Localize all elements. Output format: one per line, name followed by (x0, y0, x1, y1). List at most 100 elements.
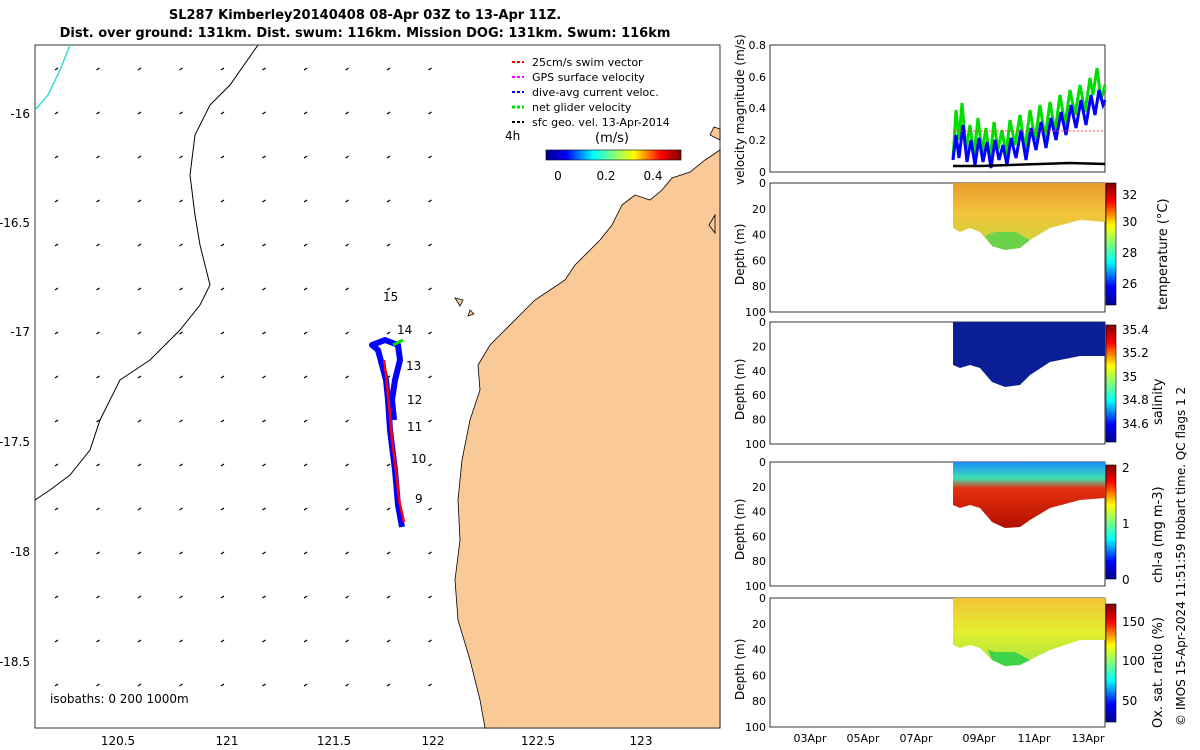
velocity-arrow (262, 155, 266, 159)
velocity-arrow (386, 243, 391, 247)
lon-tick: 122 (422, 734, 445, 748)
velocity-arrow (303, 419, 308, 423)
isobath-cyan (34, 44, 71, 111)
velocity-arrow (262, 639, 266, 643)
velocity-arrow (386, 507, 391, 511)
temp-cb-tick: 28 (1122, 246, 1137, 260)
ox-cb-tick: 50 (1122, 694, 1137, 708)
depth-tick: 80 (752, 414, 766, 427)
colorbar-time-label: 4h (505, 129, 520, 143)
velocity-arrow (303, 67, 308, 71)
depth-tick: 100 (745, 721, 766, 734)
velocity-panel-frame (769, 44, 1106, 173)
velocity-arrow (96, 507, 100, 511)
depth-tick: 20 (752, 618, 766, 631)
velocity-arrow (345, 67, 349, 71)
velocity-arrow (428, 419, 432, 423)
day-label: 9 (415, 492, 423, 506)
depth-tick: 60 (752, 530, 766, 543)
velocity-arrow (96, 375, 100, 379)
velocity-arrow (137, 243, 142, 247)
oxygen-colorbar (1105, 603, 1117, 723)
velocity-arrow (386, 199, 391, 203)
velocity-arrow (386, 551, 391, 555)
depth-tick: 40 (752, 229, 766, 242)
lat-tick: -17 (10, 325, 30, 339)
lat-tick: -17.5 (0, 435, 30, 449)
velocity-arrow (262, 463, 266, 467)
velocity-arrow (428, 199, 432, 203)
chla-cb-tick: 1 (1122, 517, 1130, 531)
velocity-arrow (179, 375, 183, 379)
chla-ylabel: Depth (m) (733, 499, 747, 560)
velocity-arrow (137, 551, 142, 555)
sal-cb-tick: 35.2 (1122, 346, 1149, 360)
net-velocity-green (392, 338, 404, 347)
sal-cb-tick: 35 (1122, 370, 1137, 384)
ox-cb-tick: 100 (1122, 654, 1145, 668)
time-tick: 09Apr (962, 732, 996, 745)
depth-tick: 0 (759, 456, 766, 469)
velocity-arrow (262, 375, 266, 379)
velocity-arrow (96, 463, 100, 467)
velocity-arrow (386, 287, 391, 291)
lon-tick: 123 (630, 734, 653, 748)
velocity-arrow (54, 243, 59, 247)
velocity-arrow (386, 463, 391, 467)
depth-tick: 100 (745, 580, 766, 593)
depth-tick: 100 (745, 438, 766, 451)
day-label: 14 (397, 323, 412, 337)
velocity-arrow (428, 507, 432, 511)
velocity-arrow (54, 507, 59, 511)
day-label: 13 (406, 359, 421, 373)
velocity-arrow (345, 507, 349, 511)
velocity-arrow (428, 243, 432, 247)
velocity-arrow (386, 683, 391, 687)
chla-field (953, 462, 1105, 528)
chla-cb-tick: 2 (1122, 461, 1130, 475)
velocity-tick: 0.4 (749, 102, 767, 115)
velocity-arrow (220, 111, 225, 115)
salinity-field (953, 322, 1105, 387)
velocity-arrow (262, 67, 266, 71)
velocity-arrow (428, 155, 432, 159)
depth-tick: 80 (752, 695, 766, 708)
velocity-arrow (54, 419, 59, 423)
time-tick: 13Apr (1071, 732, 1105, 745)
legend-swim-vector: 25cm/s swim vector (532, 56, 643, 69)
lon-tick: 121 (216, 734, 239, 748)
temperature-cblabel: temperature (°C) (1156, 198, 1171, 310)
velocity-arrow (96, 419, 100, 423)
velocity-arrow (179, 155, 183, 159)
sal-cb-tick: 34.8 (1122, 393, 1149, 407)
depth-tick: 0 (759, 592, 766, 605)
velocity-arrow (262, 419, 266, 423)
colorbar-tick: 0 (554, 169, 562, 183)
velocity-series-blue (951, 89, 1107, 169)
depth-tick: 0 (759, 316, 766, 329)
temp-cb-tick: 26 (1122, 277, 1137, 291)
velocity-arrow (54, 331, 59, 335)
velocity-arrow (54, 155, 59, 159)
velocity-arrow (262, 331, 266, 335)
isobaths-label: isobaths: 0 200 1000m (50, 692, 189, 706)
velocity-arrow (428, 111, 432, 115)
lat-tick: -18.5 (0, 655, 30, 669)
temp-cb-tick: 30 (1122, 215, 1137, 229)
velocity-arrow (54, 67, 59, 71)
velocity-arrow (345, 331, 349, 335)
velocity-arrow (179, 683, 183, 687)
velocity-ylabel: velocity magnitude (m/s) (733, 34, 747, 185)
velocity-arrow (220, 595, 225, 599)
velocity-arrow (54, 683, 59, 687)
lat-tick: -16 (10, 107, 30, 121)
velocity-arrow (262, 683, 266, 687)
velocity-arrow (179, 507, 183, 511)
velocity-arrow (428, 639, 432, 643)
velocity-arrow (303, 507, 308, 511)
map-colorbar (545, 149, 682, 161)
velocity-series-black (953, 161, 1106, 168)
day-label: 10 (411, 452, 426, 466)
velocity-arrow (96, 287, 100, 291)
velocity-arrow (428, 683, 432, 687)
